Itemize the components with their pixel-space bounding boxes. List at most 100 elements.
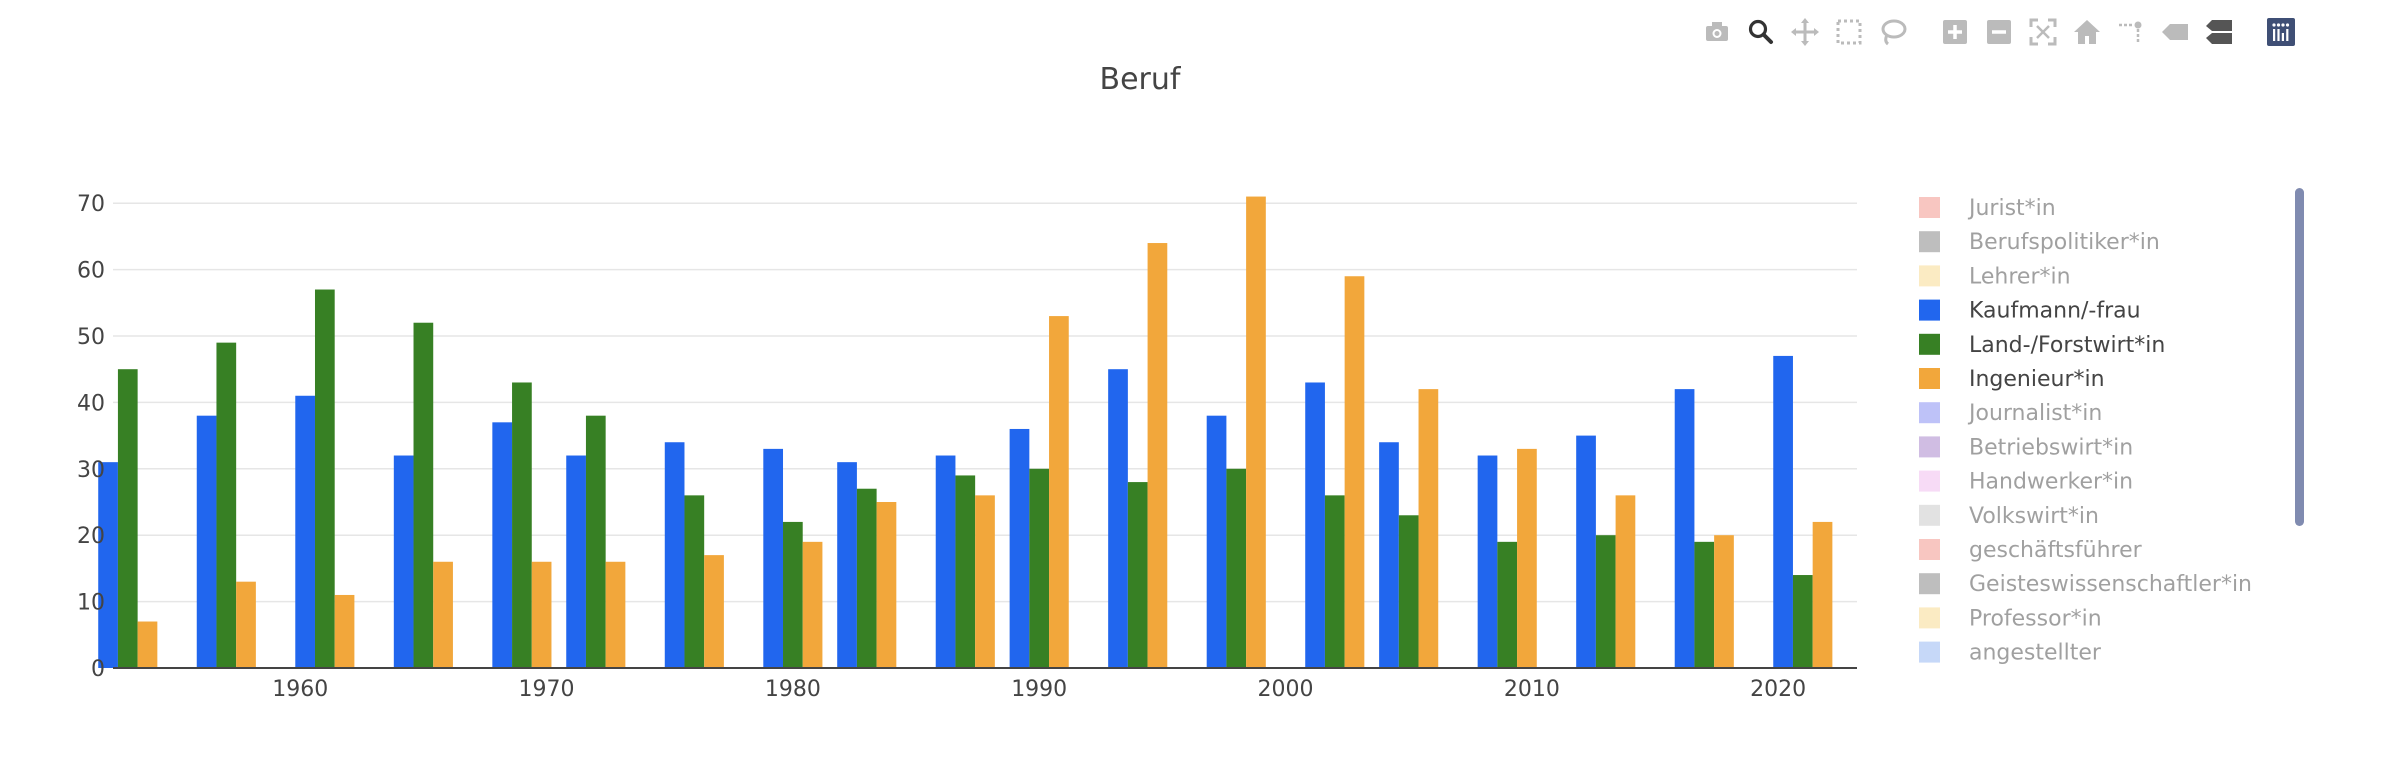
bar[interactable] [955,475,976,668]
bar[interactable] [1049,316,1069,668]
bar[interactable] [196,415,217,668]
legend-item[interactable]: Jurist*in [1919,196,2056,221]
legend-label: Journalist*in [1967,401,2102,426]
bar[interactable] [664,442,685,668]
pan-icon [1791,18,1819,46]
bar[interactable] [492,422,513,668]
bar[interactable] [1305,382,1325,668]
bar[interactable] [1246,196,1266,668]
y-tick-label: 60 [77,259,105,284]
bar[interactable] [1497,541,1518,668]
bar-series[interactable] [98,355,1793,668]
modebar [1700,12,2308,52]
zoom-in-button[interactable] [1938,15,1972,49]
lasso-select-icon [1881,19,1907,46]
legend-scrollbar[interactable] [2295,188,2304,526]
bar[interactable] [334,594,355,668]
legend-item[interactable]: Volkswirt*in [1919,504,2099,529]
legend-item[interactable]: Journalist*in [1919,401,2102,426]
bar[interactable] [1792,575,1813,668]
bar[interactable] [876,502,897,668]
bar[interactable] [856,488,877,668]
bar[interactable] [704,555,724,668]
bar[interactable] [783,521,803,668]
bar[interactable] [935,455,956,668]
bar[interactable] [1477,455,1498,668]
bar[interactable] [837,462,857,668]
legend-item[interactable]: Geisteswissenschaftler*in [1919,572,2252,597]
bar[interactable] [393,455,414,668]
legend-item[interactable]: Handwerker*in [1919,470,2133,495]
bar[interactable] [1206,415,1227,668]
camera-button[interactable] [1700,15,1734,49]
bar[interactable] [1127,482,1148,668]
bar[interactable] [975,495,995,668]
bar[interactable] [1576,435,1596,668]
legend-label: Geisteswissenschaftler*in [1969,572,2252,597]
bar[interactable] [236,581,256,668]
bar[interactable] [585,415,606,668]
zoom-out-button[interactable] [1982,15,2016,49]
bar[interactable] [216,342,237,668]
bar[interactable] [763,448,784,668]
spike-lines-button[interactable] [2114,15,2148,49]
hover-compare-button[interactable] [2202,15,2236,49]
legend-item[interactable]: Land-/Forstwirt*in [1919,333,2165,358]
bar[interactable] [802,541,823,668]
y-tick-label: 70 [77,192,105,217]
bar[interactable] [117,369,138,668]
bar[interactable] [1694,541,1715,668]
legend-label: Ingenieur*in [1969,367,2105,392]
bar[interactable] [433,561,453,668]
bar[interactable] [1517,448,1537,668]
bar[interactable] [1379,442,1399,668]
bar[interactable] [605,561,626,668]
legend-item[interactable]: angestellter [1919,641,2102,666]
legend-item[interactable]: Berufspolitiker*in [1919,230,2160,255]
legend-item[interactable]: Lehrer*in [1919,264,2071,289]
legend-item[interactable]: Ingenieur*in [1919,367,2105,392]
bar[interactable] [531,561,552,668]
bar[interactable] [314,289,335,668]
bar[interactable] [1108,369,1128,668]
autoscale-button[interactable] [2026,15,2060,49]
bar[interactable] [295,395,315,668]
bar[interactable] [1009,428,1030,668]
bar[interactable] [1714,535,1734,668]
bar[interactable] [1595,535,1616,668]
bar[interactable] [413,322,434,668]
bar[interactable] [98,462,118,668]
lasso-select-button[interactable] [1876,15,1910,49]
home-button[interactable] [2070,15,2104,49]
zoom-button[interactable] [1744,15,1778,49]
bars[interactable] [98,196,1833,669]
bar[interactable] [1226,468,1247,668]
bar[interactable] [566,455,586,668]
legend-item[interactable]: Professor*in [1919,606,2102,631]
bar[interactable] [1344,276,1365,668]
legend[interactable]: Jurist*in Berufspolitiker*in Lehrer*in Kauf… [1919,196,2252,666]
pan-button[interactable] [1788,15,1822,49]
legend-item[interactable]: geschäftsführer [1919,538,2143,563]
legend-item[interactable]: Betriebswirt*in [1919,435,2133,460]
bar[interactable] [1029,468,1050,668]
bar[interactable] [1773,355,1793,668]
bar[interactable] [684,495,705,668]
legend-label: Berufspolitiker*in [1969,230,2160,255]
bar-series[interactable] [117,289,1813,668]
bar[interactable] [1812,521,1833,668]
plotly-logo-button[interactable] [2264,15,2298,49]
bar[interactable] [1615,495,1636,668]
bar[interactable] [137,621,158,668]
bar[interactable] [1147,243,1168,669]
legend-item[interactable]: Kaufmann/-frau [1919,299,2141,324]
box-select-button[interactable] [1832,15,1866,49]
bar[interactable] [512,382,532,668]
bar-series[interactable] [137,196,1833,669]
bar[interactable] [1674,389,1695,668]
bar[interactable] [1398,515,1419,668]
hover-closest-button[interactable] [2158,15,2192,49]
bar[interactable] [1418,389,1439,668]
bar[interactable] [1324,495,1345,668]
